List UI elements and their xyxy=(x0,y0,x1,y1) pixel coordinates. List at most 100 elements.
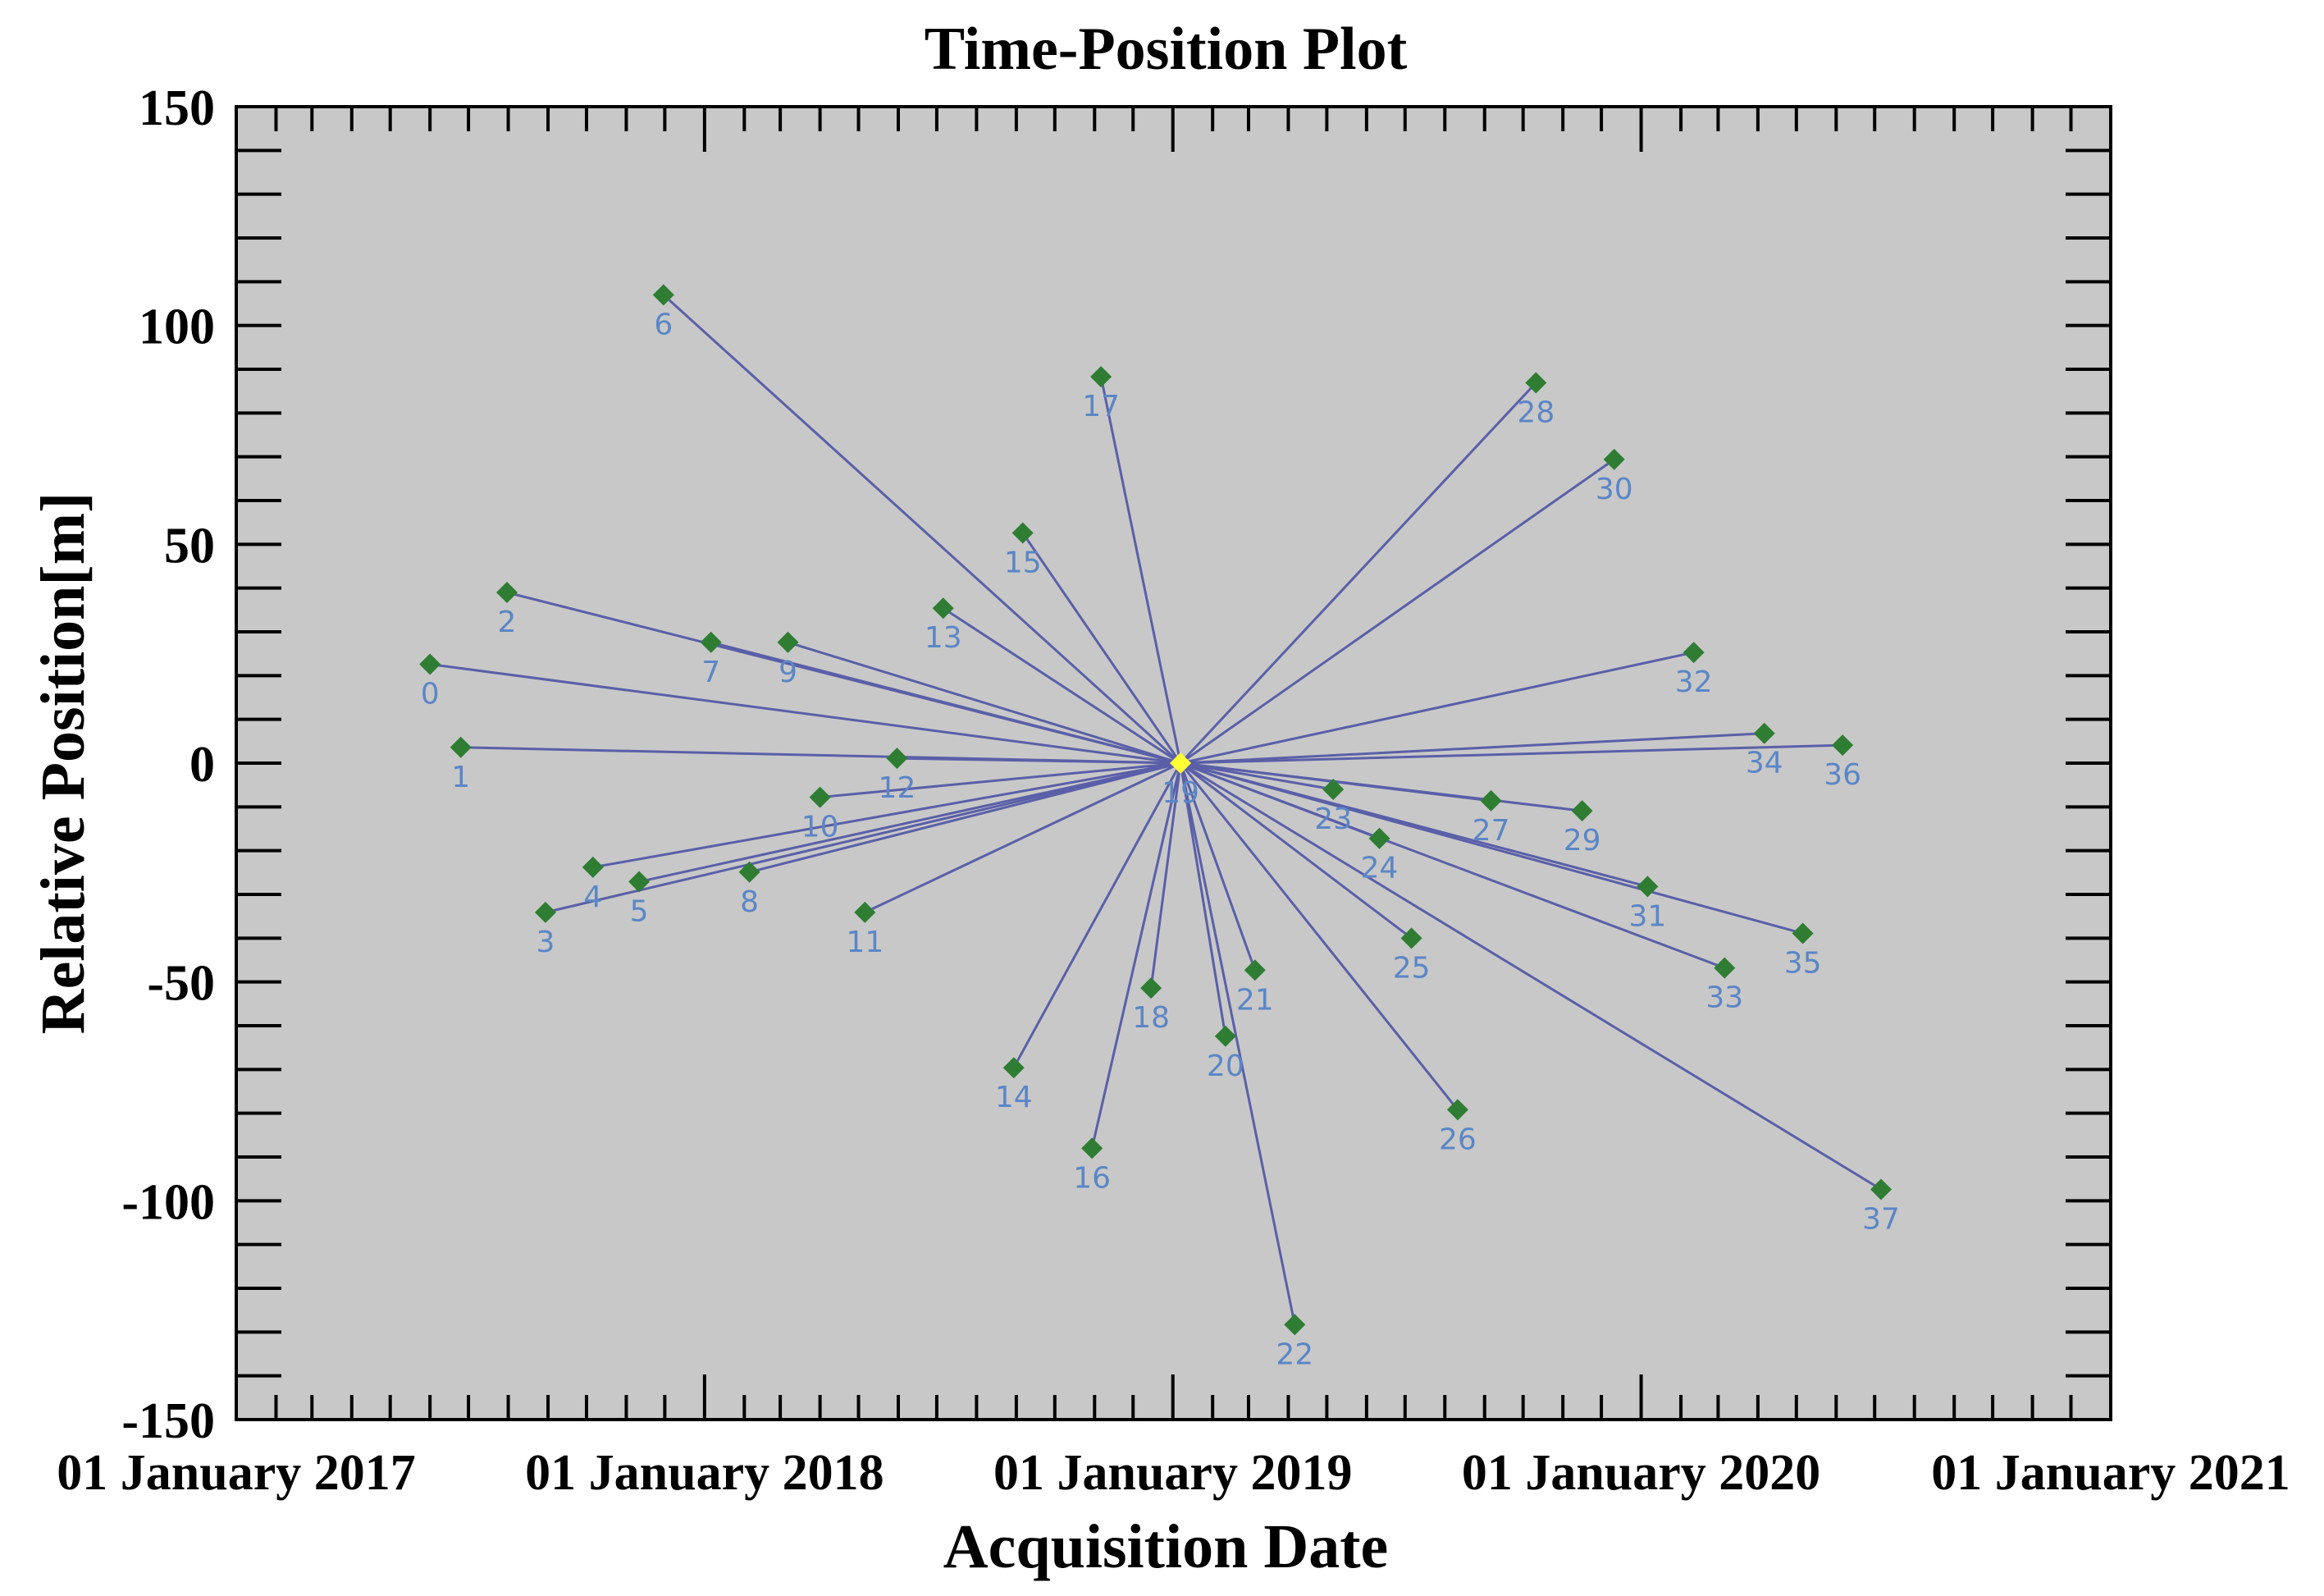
point-label: 10 xyxy=(801,811,839,844)
acquisition-point xyxy=(1714,957,1736,979)
point-label: 16 xyxy=(1073,1161,1111,1195)
baseline-line xyxy=(1179,762,1257,971)
x-axis-label: Acquisition Date xyxy=(943,1512,1389,1581)
point-label: 1 xyxy=(451,761,470,794)
acquisition-point xyxy=(1525,372,1547,394)
baseline-line xyxy=(1180,761,1582,812)
acquisition-point xyxy=(700,631,722,653)
acquisition-point xyxy=(419,653,441,675)
point-label: 18 xyxy=(1132,1001,1170,1035)
point-label: 11 xyxy=(846,926,883,959)
acquisition-point xyxy=(1637,876,1659,898)
acquisition-point xyxy=(1214,1025,1236,1047)
point-label: 8 xyxy=(740,885,759,919)
baseline-line xyxy=(1180,761,1413,940)
x-tick-label: 01 January 2018 xyxy=(525,1445,883,1501)
baseline-line xyxy=(1180,761,1882,1191)
acquisition-point xyxy=(777,631,799,653)
point-label: 7 xyxy=(701,656,720,689)
acquisition-point xyxy=(1832,734,1854,757)
point-label: 3 xyxy=(536,926,555,959)
acquisition-point xyxy=(496,582,518,603)
chart-title: Time-Position Plot xyxy=(925,16,1408,83)
baseline-line xyxy=(1180,458,1615,765)
point-label: 21 xyxy=(1236,983,1274,1017)
baseline-connections xyxy=(429,294,1882,1325)
acquisition-point xyxy=(1244,959,1266,981)
x-tick-labels: 01 January 2017 01 January 2018 01 January… xyxy=(57,1445,2290,1501)
baseline-line xyxy=(1012,762,1182,1068)
x-tick-label: 01 January 2017 xyxy=(57,1445,415,1501)
y-tick-label: -100 xyxy=(121,1174,215,1230)
y-tick-label: -50 xyxy=(147,956,215,1012)
point-label: 27 xyxy=(1472,814,1510,848)
y-tick-label: 0 xyxy=(189,737,215,793)
point-label: 22 xyxy=(1276,1338,1313,1371)
baseline-line xyxy=(1179,762,1227,1037)
baseline-line xyxy=(1180,651,1695,765)
point-label: 5 xyxy=(630,895,649,929)
acquisition-point xyxy=(1480,789,1502,812)
acquisition-point xyxy=(1140,977,1162,999)
acquisition-point xyxy=(1753,722,1775,744)
point-label: 20 xyxy=(1207,1050,1244,1083)
point-label: 15 xyxy=(1004,546,1042,579)
acquisition-point xyxy=(1322,779,1345,800)
acquisition-point xyxy=(652,284,674,306)
x-tick-label: 01 January 2021 xyxy=(1931,1445,2290,1501)
acquisition-point xyxy=(582,856,604,878)
baseline-line xyxy=(1149,762,1182,989)
baseline-line xyxy=(1179,762,1459,1111)
baseline-line xyxy=(1180,743,1843,765)
point-label: 24 xyxy=(1361,852,1399,885)
point-label: 0 xyxy=(421,677,440,711)
y-tick-labels: 150 100 50 0 -50 -100 -150 xyxy=(121,80,215,1449)
baseline-line xyxy=(429,662,1181,765)
baseline-line xyxy=(1179,762,1296,1325)
y-tick-label: -150 xyxy=(121,1393,215,1449)
x-tick-label: 01 January 2020 xyxy=(1462,1445,1820,1501)
baseline-line xyxy=(1090,762,1182,1149)
acquisition-point xyxy=(809,786,831,808)
point-label: 28 xyxy=(1517,396,1555,430)
y-tick-label: 100 xyxy=(139,300,215,355)
point-label: 6 xyxy=(654,308,673,341)
master-label: 19 xyxy=(1162,776,1199,810)
acquisition-point xyxy=(886,748,908,770)
baseline-line xyxy=(1180,382,1537,765)
acquisition-point xyxy=(1571,800,1593,822)
acquisition-point xyxy=(1683,642,1705,664)
acquisition-point xyxy=(1446,1099,1468,1121)
acquisition-point xyxy=(1002,1057,1025,1079)
acquisition-point xyxy=(1368,827,1390,849)
baseline-line xyxy=(897,757,1181,765)
acquisition-point xyxy=(738,861,760,883)
point-label: 9 xyxy=(778,656,797,689)
acquisition-point xyxy=(1081,1137,1103,1159)
point-label: 2 xyxy=(498,606,517,639)
acquisition-point xyxy=(1870,1178,1893,1200)
point-label: 36 xyxy=(1824,758,1861,792)
baseline-line xyxy=(1099,376,1182,764)
point-label: 25 xyxy=(1393,951,1431,985)
point-label: 14 xyxy=(995,1081,1033,1114)
baseline-line xyxy=(662,294,1182,765)
acquisition-point xyxy=(450,736,472,758)
point-label: 23 xyxy=(1314,803,1352,836)
baseline-line xyxy=(1180,761,1725,970)
y-tick-label: 50 xyxy=(164,518,215,574)
baseline-line xyxy=(592,761,1181,869)
x-tick-label: 01 January 2019 xyxy=(993,1445,1352,1501)
master-point: 19 xyxy=(1162,752,1199,810)
point-label: 31 xyxy=(1628,899,1666,933)
point-label: 4 xyxy=(583,880,602,914)
point-label: 34 xyxy=(1746,747,1783,780)
point-label: 33 xyxy=(1705,981,1743,1015)
y-tick-label: 150 xyxy=(139,80,215,136)
baseline-line xyxy=(1180,761,1804,935)
baseline-line xyxy=(864,761,1181,914)
acquisition-points xyxy=(419,284,1893,1336)
acquisition-point xyxy=(1090,366,1112,388)
